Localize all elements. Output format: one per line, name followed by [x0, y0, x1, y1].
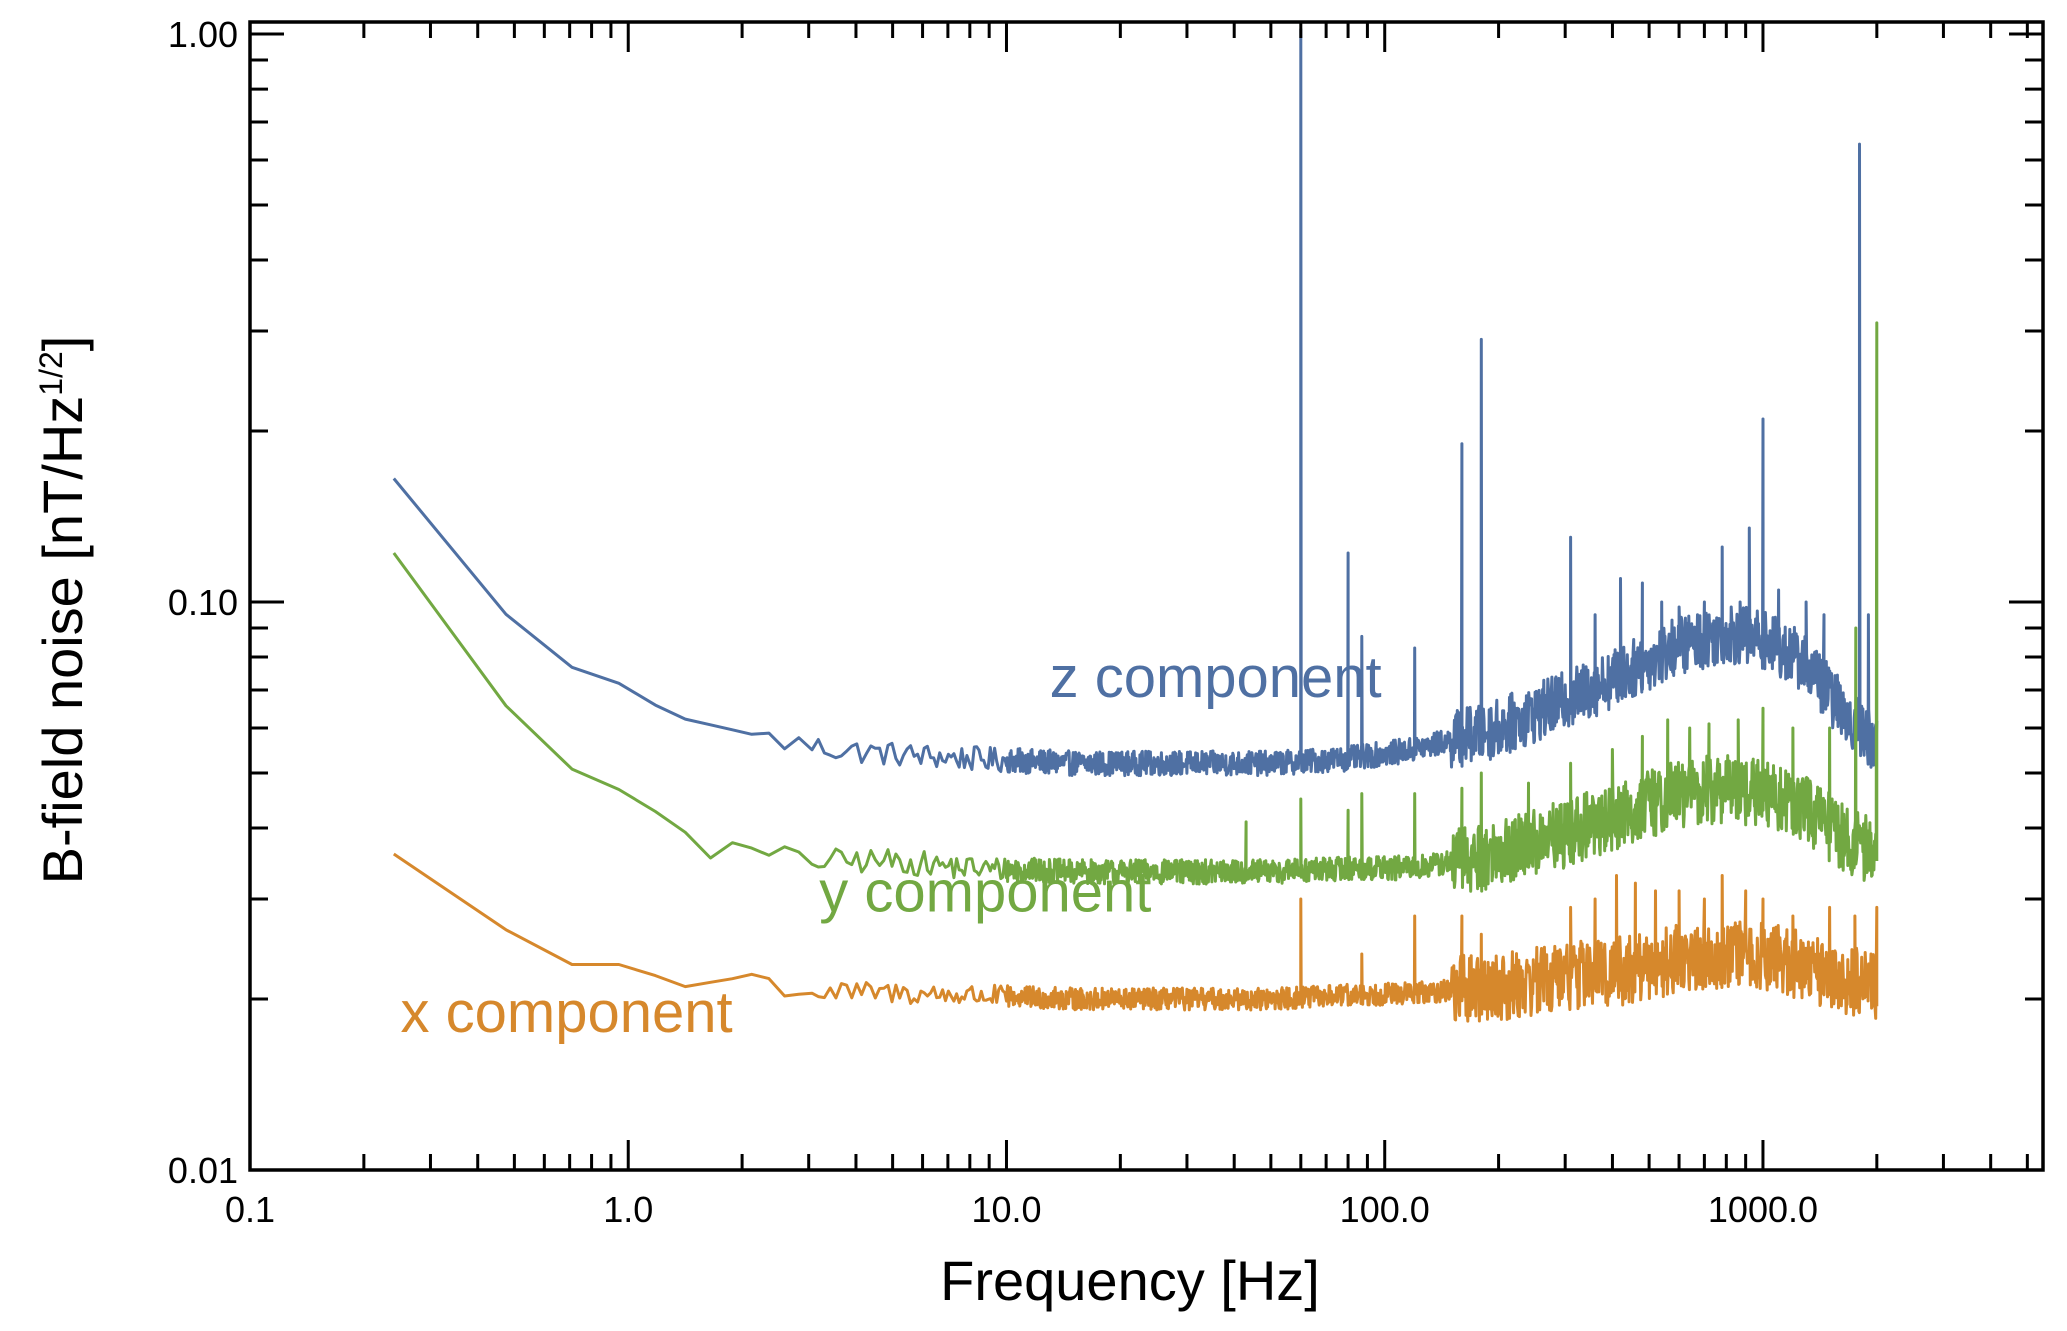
x-tick-label: 0.1	[225, 1189, 275, 1230]
y-axis-title-main: B-field noise [nT/Hz	[31, 396, 94, 885]
x-axis-title: Frequency [Hz]	[940, 1249, 1320, 1312]
y-axis-title-sup: 1/2	[33, 351, 69, 395]
tick-labels: 0.1 1.0 10.0 100.0 1000.0 0.01 0.10 1.00	[168, 14, 1818, 1230]
series-label-y: y component	[819, 860, 1151, 925]
plot-frame	[248, 20, 2045, 1172]
y-tick-label: 1.00	[168, 14, 238, 55]
series-labels: z component y component x component	[401, 645, 1382, 1045]
x-tick-label: 10.0	[971, 1189, 1041, 1230]
y-tick-label: 0.01	[168, 1150, 238, 1191]
series-label-x: x component	[401, 980, 733, 1045]
y-tick-label: 0.10	[168, 582, 238, 623]
x-tick-label: 1.0	[603, 1189, 653, 1230]
series-line-x	[392, 852, 1879, 1023]
tick-marks	[248, 22, 2043, 1172]
plot-content	[392, 27, 1879, 1023]
x-tick-label: 100.0	[1340, 1189, 1430, 1230]
series-line-z	[392, 27, 1879, 778]
y-axis-title-close: ]	[31, 336, 94, 352]
y-axis-title: B-field noise [nT/Hz1/2]	[31, 336, 94, 885]
series-label-z: z component	[1050, 645, 1382, 710]
series-line-y	[392, 321, 1879, 893]
x-tick-label: 1000.0	[1708, 1189, 1818, 1230]
